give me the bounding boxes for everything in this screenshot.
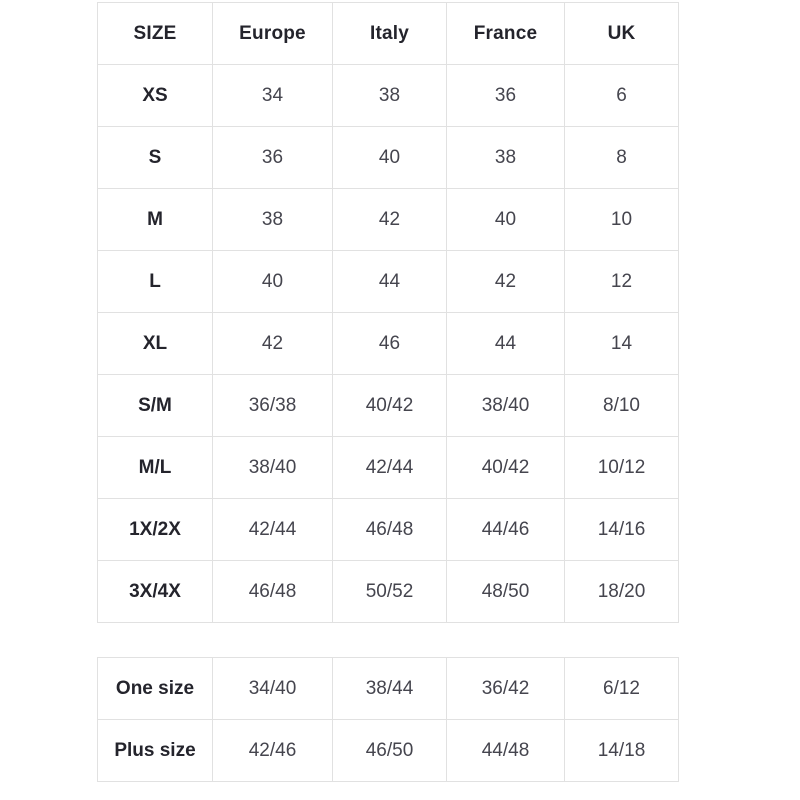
value-cell: 6 bbox=[564, 64, 679, 127]
table-row-3x4x: 3X/4X 46/48 50/52 48/50 18/20 bbox=[97, 560, 679, 623]
value-cell: 14 bbox=[564, 312, 679, 375]
size-label-cell: Plus size bbox=[97, 719, 213, 782]
header-cell-size: SIZE bbox=[97, 2, 213, 65]
value-cell: 10 bbox=[564, 188, 679, 251]
value-cell: 40 bbox=[332, 126, 447, 189]
value-cell: 46 bbox=[332, 312, 447, 375]
value-cell: 38 bbox=[212, 188, 333, 251]
table-row-xs: XS 34 38 36 6 bbox=[97, 64, 679, 127]
value-cell: 38 bbox=[332, 64, 447, 127]
value-cell: 38/44 bbox=[332, 657, 447, 720]
size-label-cell: 1X/2X bbox=[97, 498, 213, 561]
value-cell: 14/16 bbox=[564, 498, 679, 561]
value-cell: 18/20 bbox=[564, 560, 679, 623]
value-cell: 46/50 bbox=[332, 719, 447, 782]
value-cell: 8 bbox=[564, 126, 679, 189]
value-cell: 10/12 bbox=[564, 436, 679, 499]
size-label-cell: S/M bbox=[97, 374, 213, 437]
value-cell: 42 bbox=[212, 312, 333, 375]
size-label-cell: One size bbox=[97, 657, 213, 720]
value-cell: 34/40 bbox=[212, 657, 333, 720]
value-cell: 42 bbox=[446, 250, 565, 313]
value-cell: 38/40 bbox=[446, 374, 565, 437]
value-cell: 38/40 bbox=[212, 436, 333, 499]
value-cell: 34 bbox=[212, 64, 333, 127]
value-cell: 44 bbox=[446, 312, 565, 375]
size-label-cell: 3X/4X bbox=[97, 560, 213, 623]
value-cell: 50/52 bbox=[332, 560, 447, 623]
value-cell: 40/42 bbox=[446, 436, 565, 499]
header-cell-france: France bbox=[446, 2, 565, 65]
table-row-one-size: One size 34/40 38/44 36/42 6/12 bbox=[97, 657, 679, 720]
value-cell: 42/46 bbox=[212, 719, 333, 782]
table-row-xl: XL 42 46 44 14 bbox=[97, 312, 679, 375]
value-cell: 6/12 bbox=[564, 657, 679, 720]
value-cell: 44 bbox=[332, 250, 447, 313]
value-cell: 44/48 bbox=[446, 719, 565, 782]
value-cell: 36 bbox=[212, 126, 333, 189]
size-label-cell: S bbox=[97, 126, 213, 189]
size-label-cell: XS bbox=[97, 64, 213, 127]
header-cell-europe: Europe bbox=[212, 2, 333, 65]
value-cell: 8/10 bbox=[564, 374, 679, 437]
value-cell: 48/50 bbox=[446, 560, 565, 623]
table-row-s: S 36 40 38 8 bbox=[97, 126, 679, 189]
size-label-cell: XL bbox=[97, 312, 213, 375]
tables-container: SIZE Europe Italy France UK XS 34 38 36 … bbox=[97, 2, 679, 782]
size-label-cell: M/L bbox=[97, 436, 213, 499]
header-cell-uk: UK bbox=[564, 2, 679, 65]
table-row-plus-size: Plus size 42/46 46/50 44/48 14/18 bbox=[97, 719, 679, 782]
value-cell: 46/48 bbox=[212, 560, 333, 623]
table-row-sm: S/M 36/38 40/42 38/40 8/10 bbox=[97, 374, 679, 437]
size-label-cell: M bbox=[97, 188, 213, 251]
value-cell: 44/46 bbox=[446, 498, 565, 561]
header-cell-italy: Italy bbox=[332, 2, 447, 65]
table-row-1x2x: 1X/2X 42/44 46/48 44/46 14/16 bbox=[97, 498, 679, 561]
value-cell: 40/42 bbox=[332, 374, 447, 437]
value-cell: 38 bbox=[446, 126, 565, 189]
value-cell: 40 bbox=[446, 188, 565, 251]
value-cell: 42 bbox=[332, 188, 447, 251]
table-row-m: M 38 42 40 10 bbox=[97, 188, 679, 251]
value-cell: 12 bbox=[564, 250, 679, 313]
table-row-l: L 40 44 42 12 bbox=[97, 250, 679, 313]
value-cell: 40 bbox=[212, 250, 333, 313]
value-cell: 36/38 bbox=[212, 374, 333, 437]
value-cell: 36/42 bbox=[446, 657, 565, 720]
value-cell: 14/18 bbox=[564, 719, 679, 782]
special-sizes-table: One size 34/40 38/44 36/42 6/12 Plus siz… bbox=[97, 657, 679, 782]
value-cell: 42/44 bbox=[332, 436, 447, 499]
header-row: SIZE Europe Italy France UK bbox=[97, 2, 679, 65]
value-cell: 42/44 bbox=[212, 498, 333, 561]
value-cell: 36 bbox=[446, 64, 565, 127]
size-label-cell: L bbox=[97, 250, 213, 313]
size-conversion-table: SIZE Europe Italy France UK XS 34 38 36 … bbox=[97, 2, 679, 623]
table-row-ml: M/L 38/40 42/44 40/42 10/12 bbox=[97, 436, 679, 499]
value-cell: 46/48 bbox=[332, 498, 447, 561]
